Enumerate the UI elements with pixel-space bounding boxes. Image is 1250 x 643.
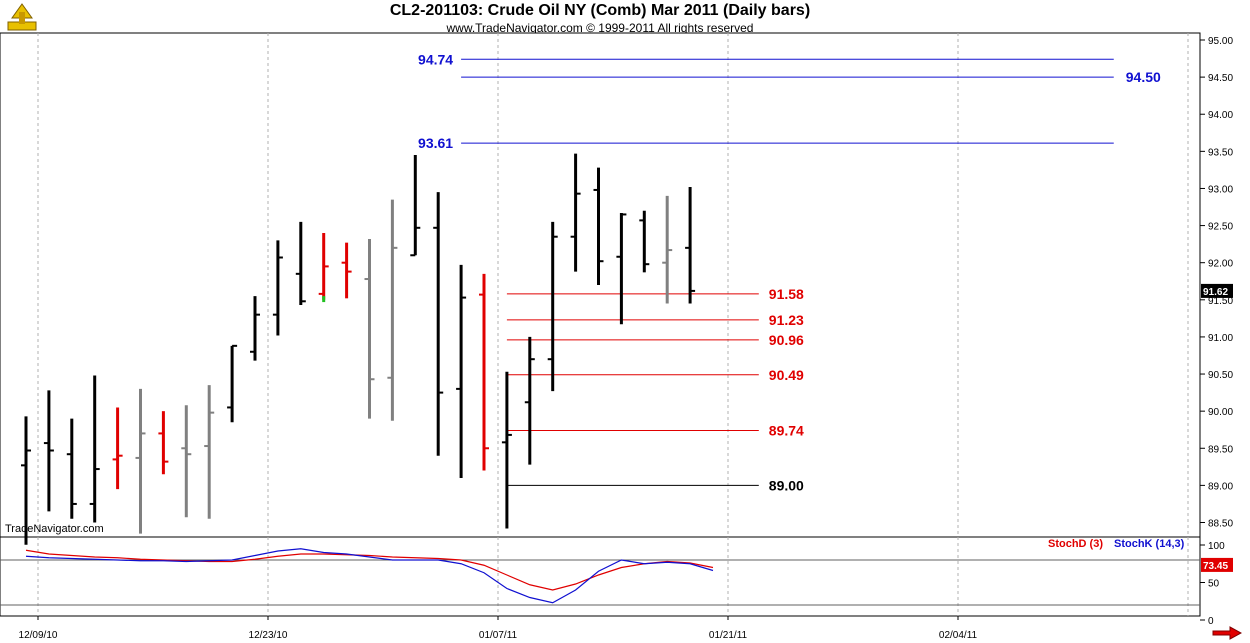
level-label: 94.50 [1126, 69, 1161, 85]
level-label: 93.61 [418, 135, 453, 151]
bar-marker [322, 296, 326, 303]
price-readout: 01/19/2011 = 91.62 (-0.69) [1079, 36, 1198, 47]
scroll-right-arrow-icon[interactable] [1212, 626, 1242, 640]
x-tick-label: 01/21/11 [709, 630, 748, 641]
level-label: 89.74 [769, 422, 804, 438]
last-price-label: 91.62 [1203, 287, 1228, 298]
y-tick-label: 90.00 [1208, 407, 1233, 418]
level-label: 94.74 [418, 51, 453, 67]
y-tick-label: 90.50 [1208, 370, 1233, 381]
level-label: 90.49 [769, 367, 804, 383]
x-tick-label: 12/09/10 [19, 630, 58, 641]
y-tick-label: 88.50 [1208, 519, 1233, 530]
price-panel-frame [0, 32, 1201, 538]
y-tick-label: 92.00 [1208, 259, 1233, 270]
y-tick-label: 92.50 [1208, 222, 1233, 233]
stoch-y-tick-label: 50 [1208, 579, 1220, 590]
x-tick-label: 01/07/11 [479, 630, 518, 641]
level-label: 89.00 [769, 477, 804, 493]
chart-title: CL2-201103: Crude Oil NY (Comb) Mar 2011… [389, 2, 811, 19]
stochd-legend: StochD (3) [1048, 538, 1103, 550]
level-label: 91.58 [769, 286, 804, 302]
y-tick-label: 93.50 [1208, 147, 1233, 158]
stochk-legend: StochK (14,3) [1114, 538, 1185, 550]
y-tick-label: 94.50 [1208, 73, 1233, 84]
y-tick-label: 93.00 [1208, 184, 1233, 195]
level-label: 91.23 [769, 312, 804, 328]
chart-subtitle: www.TradeNavigator.com © 1999-2011 All r… [446, 21, 754, 35]
y-tick-label: 91.50 [1208, 296, 1233, 307]
last-price-box [1201, 283, 1233, 298]
stochd-line [25, 549, 714, 591]
y-tick-label: 89.50 [1208, 444, 1233, 455]
y-tick-label: 91.00 [1208, 333, 1233, 344]
stoch-last-value-box [1201, 557, 1233, 572]
y-tick-label: 95.00 [1208, 36, 1233, 47]
watermark: TradeNavigator.com [5, 523, 104, 535]
stoch-y-tick-label: 100 [1208, 541, 1225, 552]
stoch-panel-frame [0, 536, 1201, 617]
x-tick-label: 02/04/11 [939, 630, 978, 641]
stochk-line [25, 548, 714, 604]
trade-navigator-logo [7, 3, 37, 31]
level-label: 90.96 [769, 332, 804, 348]
stoch-last-value-label: 73.45 [1203, 561, 1228, 572]
y-tick-label: 89.00 [1208, 481, 1233, 492]
y-tick-label: 94.00 [1208, 110, 1233, 121]
x-tick-label: 12/23/10 [249, 630, 288, 641]
